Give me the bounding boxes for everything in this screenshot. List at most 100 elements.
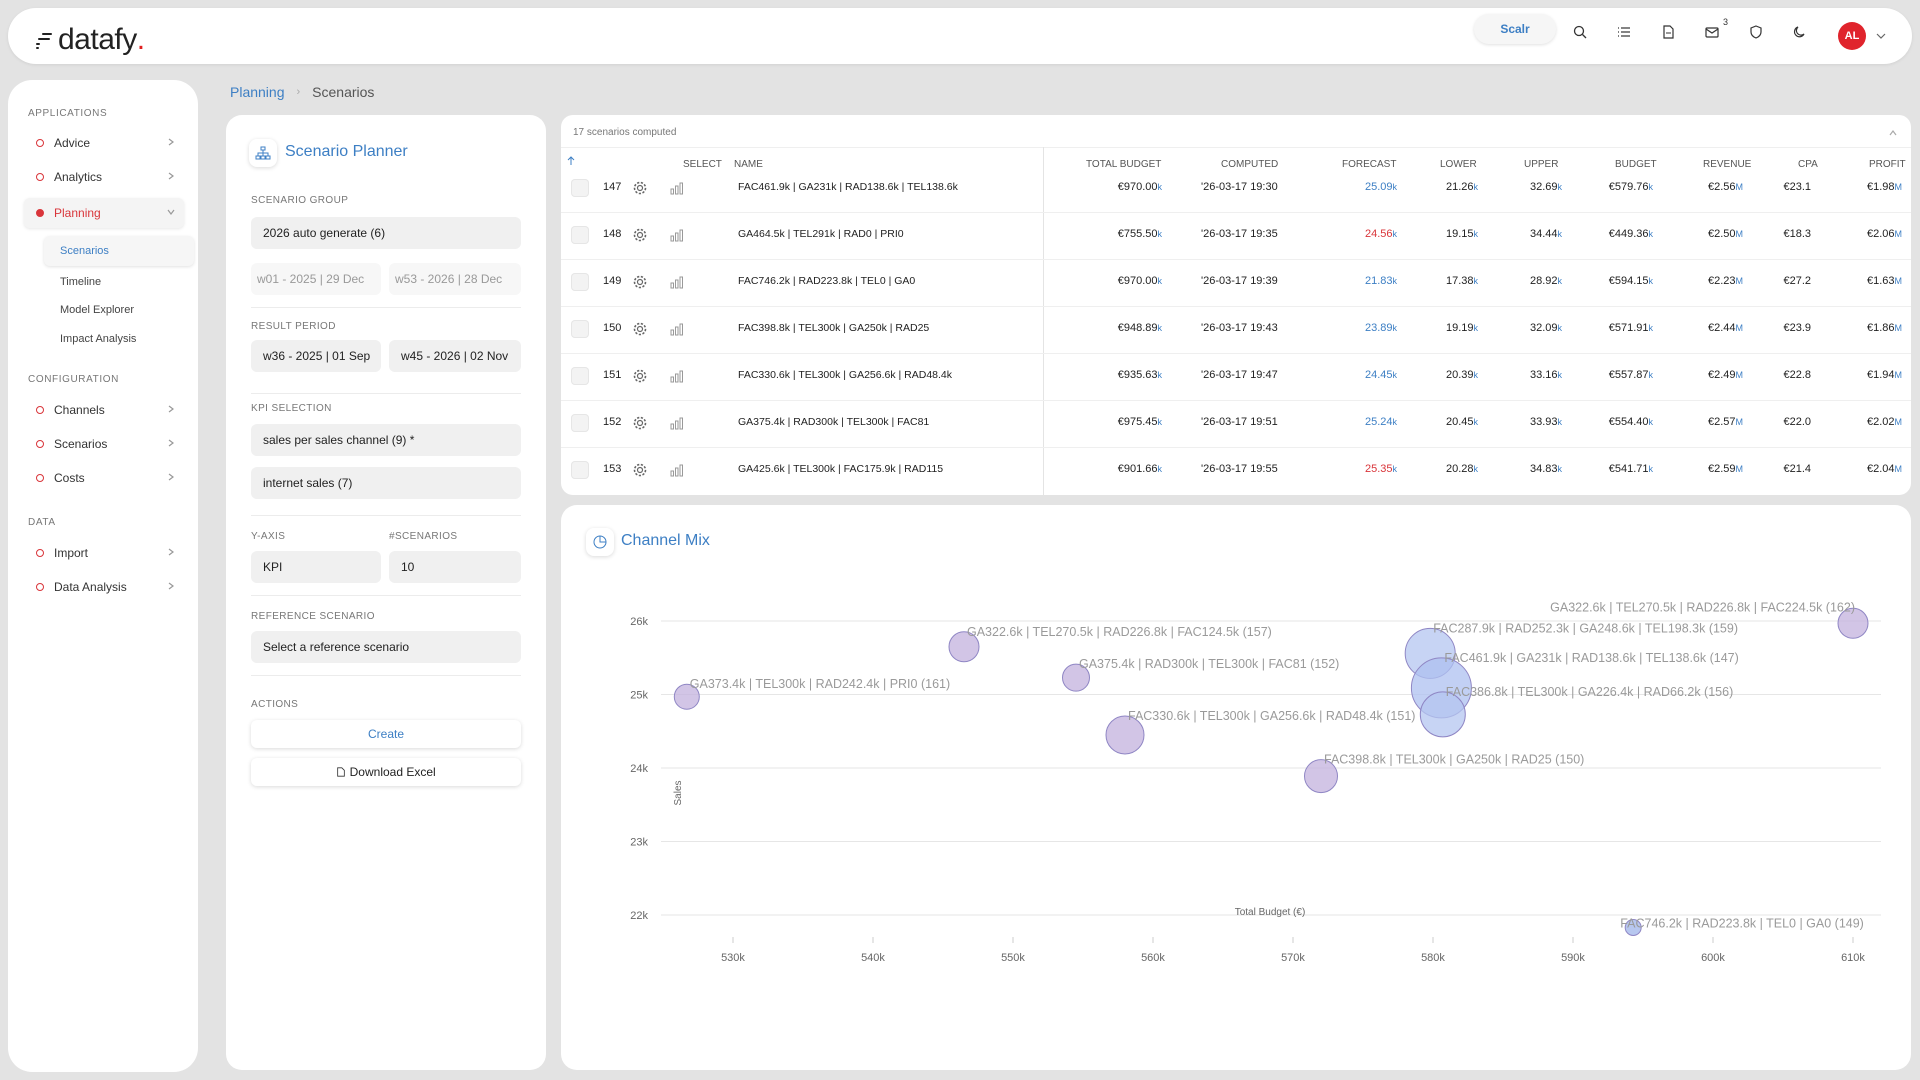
bar-chart-icon[interactable] [670,416,684,430]
cell-unit: k [1473,417,1479,427]
create-button[interactable]: Create [251,720,521,748]
gear-icon[interactable] [632,321,648,337]
datafy-logo[interactable]: datafy. [34,23,145,57]
x-tick-label: 600k [1701,952,1725,964]
col-header-profit[interactable]: PROFIT [1869,159,1906,170]
scatter-point-label: FAC461.9k | GA231k | RAD138.6k | TEL138.… [1444,651,1738,665]
chevron-down-icon[interactable] [1874,29,1888,43]
row-select-checkbox[interactable] [571,414,589,432]
sidebar-subitem-model-explorer[interactable]: Model Explorer [60,304,134,316]
cell-value: €901.66 [1117,463,1158,475]
scatter-point [1105,715,1145,755]
gear-icon[interactable] [632,415,648,431]
bar-chart-icon[interactable] [670,369,684,383]
row-select-checkbox[interactable] [571,461,589,479]
sidebar-item-planning[interactable]: Planning [24,198,184,228]
dark-mode-icon[interactable] [1792,24,1808,40]
col-header-total-budget[interactable]: TOTAL BUDGET [1086,159,1162,170]
row-select-checkbox[interactable] [571,320,589,338]
bar-chart-icon[interactable] [670,322,684,336]
scalr-button[interactable]: Scalr [1474,14,1556,44]
cell-value: €22.8 [1783,369,1811,381]
col-header-revenue[interactable]: REVENUE [1703,159,1752,170]
cell-budget: €557.87k [1609,369,1653,381]
cell-upper: 33.93k [1530,416,1562,428]
header-divider [561,147,1911,148]
group-start-field: w01 - 2025 | 29 Dec [251,263,381,295]
cell-computed: '26-03-17 19:35 [1201,228,1278,240]
sidebar-item-data-analysis[interactable]: Data Analysis [24,572,184,602]
col-header-select[interactable]: SELECT [683,159,722,170]
gear-icon[interactable] [632,227,648,243]
sort-up-icon[interactable] [567,156,575,166]
gear-icon[interactable] [632,462,648,478]
nscenarios-input[interactable]: 10 [389,551,521,583]
bar-chart-icon[interactable] [670,228,684,242]
cell-profit: €2.06M [1867,228,1902,240]
sidebar-item-costs[interactable]: Costs [24,463,184,493]
cell-unit: k [1157,323,1163,333]
cell-value: '26-03-17 19:47 [1201,369,1278,381]
gear-icon[interactable] [632,180,648,196]
cell-value: €541.71 [1608,463,1649,475]
result-end-field[interactable]: w45 - 2026 | 02 Nov [389,340,521,372]
row-select-checkbox[interactable] [571,273,589,291]
col-header-upper[interactable]: UPPER [1524,159,1559,170]
breadcrumb-planning[interactable]: Planning [230,84,285,100]
yaxis-select[interactable]: KPI [251,551,381,583]
x-tick-label: 560k [1141,952,1165,964]
sidebar-item-channels[interactable]: Channels [24,395,184,425]
result-start-field[interactable]: w36 - 2025 | 01 Sep [251,340,381,372]
sidebar-subitem-impact-analysis[interactable]: Impact Analysis [60,333,137,345]
divider [251,515,521,516]
bar-chart-icon[interactable] [670,275,684,289]
cell-budget: €579.76k [1609,181,1653,193]
scenario-group-select[interactable]: 2026 auto generate (6) [251,217,521,249]
col-header-budget[interactable]: BUDGET [1615,159,1657,170]
bar-chart-icon[interactable] [670,463,684,477]
bar-chart-icon[interactable] [670,181,684,195]
col-header-cpa[interactable]: CPA [1798,159,1818,170]
reference-scenario-select[interactable]: Select a reference scenario [251,631,521,663]
chevron-right-icon [168,138,174,146]
sidebar-item-label: Costs [54,471,85,485]
col-header-name[interactable]: NAME [734,159,763,170]
logo-text: datafy [58,23,137,56]
list-icon[interactable] [1616,24,1632,40]
chevron-up-icon[interactable] [1887,127,1899,139]
document-icon[interactable] [1660,24,1676,40]
sidebar-item-advice[interactable]: Advice [24,128,184,158]
sidebar-item-import[interactable]: Import [24,538,184,568]
cell-computed: '26-03-17 19:51 [1201,416,1278,428]
sidebar-item-scenarios-config[interactable]: Scenarios [24,429,184,459]
cell-upper: 34.44k [1530,228,1562,240]
cell-unit: k [1557,417,1563,427]
kpi-select-1[interactable]: sales per sales channel (9) * [251,424,521,456]
row-divider [561,400,1911,401]
row-select-checkbox[interactable] [571,367,589,385]
cell-total-budget: €935.63k [1118,369,1162,381]
row-select-checkbox[interactable] [571,226,589,244]
mail-icon[interactable] [1704,24,1720,40]
sidebar-subitem-timeline[interactable]: Timeline [60,276,102,288]
col-header-computed[interactable]: COMPUTED [1221,159,1279,170]
shield-icon[interactable] [1748,24,1764,40]
cell-unit: k [1473,370,1479,380]
download-excel-button[interactable]: Download Excel [251,758,521,786]
gear-icon[interactable] [632,274,648,290]
user-avatar[interactable]: AL [1838,22,1866,50]
gear-icon[interactable] [632,368,648,384]
row-select-checkbox[interactable] [571,179,589,197]
sidebar-item-analytics[interactable]: Analytics [24,162,184,192]
kpi-select-2[interactable]: internet sales (7) [251,467,521,499]
col-header-forecast[interactable]: FORECAST [1342,159,1397,170]
sidebar-subitem-scenarios[interactable]: Scenarios [44,236,194,266]
cell-unit: k [1557,276,1563,286]
cell-value: €2.02 [1866,416,1895,428]
col-header-lower[interactable]: LOWER [1440,159,1477,170]
scatter-point-label: GA373.4k | TEL300k | RAD242.4k | PRI0 (1… [690,677,950,691]
search-icon[interactable] [1572,24,1588,40]
cell-upper: 28.92k [1530,275,1562,287]
row-id: 153 [603,463,622,475]
cell-unit: k [1392,323,1398,333]
